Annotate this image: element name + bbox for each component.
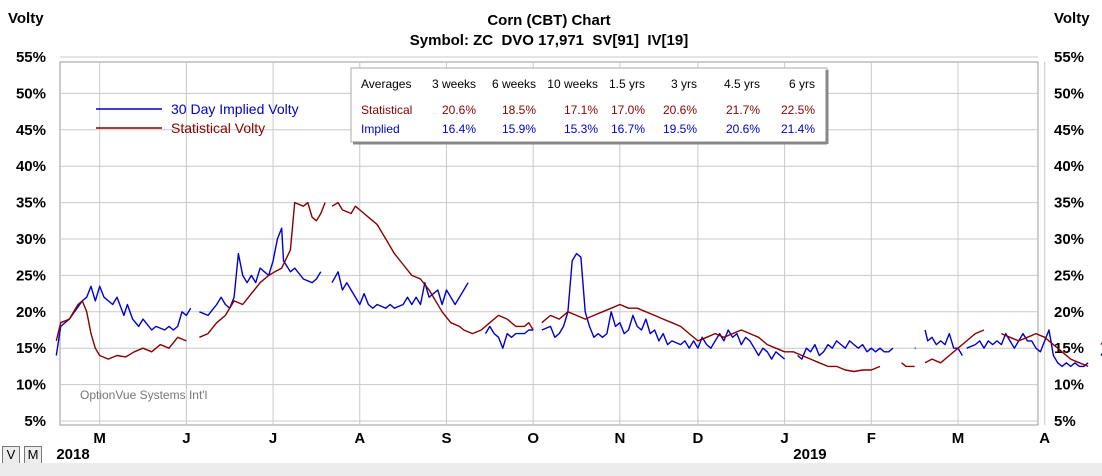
y-tick-label-right: 40% [1054,158,1084,175]
table-cell: 16.4% [442,122,476,136]
x-tick-label: S [441,430,451,447]
view-m-button[interactable]: M [24,446,42,464]
table-header: 10 weeks [547,77,598,91]
series-segment [924,329,985,364]
y-tick-label-left: 5% [24,413,46,430]
averages-table: Averages 3 weeks 6 weeks 10 weeks 1.5 yrs 3 y… [350,67,829,145]
y-tick-label-right: 35% [1054,195,1084,212]
series-segment [199,201,326,338]
x-tick-label: D [692,430,703,447]
y-tick-label-left: 55% [16,49,46,66]
series-segment [797,340,894,360]
table-cell: 16.7% [611,122,645,136]
x-tick-label: J [780,430,788,447]
x-tick-label: A [1039,430,1050,447]
series-segment [901,362,915,368]
table-cell: 20.6% [663,103,697,117]
series-segment [331,271,469,309]
series-segment [966,329,1089,368]
y-tick-labels: 55% 55% 50% 50% 45% 45% 40% 40% 35% 35% 30% 30% 25% 2… [16,49,1084,430]
table-cell: 15.9% [502,122,536,136]
y-tick-label-right: 20% [1054,304,1084,321]
table-cell: 15.3% [564,122,598,136]
table-header: 3 yrs [671,77,697,91]
table-cell: 22.5% [781,103,815,117]
y-tick-label-right: 5% [1054,413,1076,430]
series-segment [484,325,534,349]
table-header: 6 weeks [492,77,536,91]
table-cell: 18.5% [502,103,536,117]
table-cell: 21.7% [726,103,760,117]
y-tick-label-left: 15% [16,340,46,357]
series-layer [55,201,1102,373]
series-segment [55,285,192,356]
series-segment [541,303,881,373]
y-tick-label-left: 45% [16,122,46,139]
y-tick-label-right: 30% [1054,231,1084,248]
table-row-label: Statistical [361,103,412,117]
y-tick-label-right: 15% [1054,340,1084,357]
series-segment [55,300,187,360]
status-bar [0,463,1102,476]
x-tick-label: A [354,430,365,447]
y-tick-label-left: 25% [16,267,46,284]
x-tick-label: F [867,430,876,447]
x-tick-label: O [527,430,539,447]
view-v-button[interactable]: V [2,446,20,464]
x-tick-label: J [182,430,190,447]
year-label: 2019 [793,446,826,463]
y-tick-label-right: 50% [1054,85,1084,102]
table-cell: 21.4% [781,122,815,136]
y-tick-label-left: 10% [16,377,46,394]
table-cell: 17.1% [564,103,598,117]
x-tick-label: J [269,430,277,447]
series-statistical-volty [55,201,1102,373]
x-tick-label: M [952,430,965,447]
legend: 30 Day Implied Volty Statistical Volty [96,101,299,136]
series-segment [199,227,322,317]
x-tick-label: N [614,430,625,447]
legend-label: Statistical Volty [171,120,265,136]
chart-title: Corn (CBT) Chart [487,12,610,29]
x-tick-labels: M J J A S O N D J F M A 2018 2019 [56,430,1050,463]
watermark: OptionVue Systems Int'l [80,388,207,402]
table-cell: 19.5% [663,122,697,136]
series-segment [924,329,963,356]
table-cell: 20.6% [726,122,760,136]
legend-label: 30 Day Implied Volty [171,101,299,117]
series-segment [331,201,534,335]
y-axis-label-left: Volty [8,10,44,27]
table-cell: 20.6% [442,103,476,117]
y-tick-label-left: 35% [16,195,46,212]
table-row-label: Implied [361,122,400,136]
y-tick-label-right: 25% [1054,267,1084,284]
table-header: 4.5 yrs [724,77,760,91]
table-header: 1.5 yrs [609,77,645,91]
y-tick-label-left: 30% [16,231,46,248]
year-label: 2018 [56,446,89,463]
table-header: 3 weeks [432,77,476,91]
y-tick-label-right: 45% [1054,122,1084,139]
volatility-chart: Corn (CBT) Chart Symbol: ZC DVO 17,971 S… [8,10,1102,463]
y-tick-label-right: 10% [1054,377,1084,394]
y-tick-label-left: 50% [16,85,46,102]
series-segment [541,252,786,360]
table-cell: 17.0% [611,103,645,117]
y-tick-label-left: 40% [16,158,46,175]
y-tick-label-right: 55% [1054,49,1084,66]
chart-subtitle: Symbol: ZC DVO 17,971 SV[91] IV[19] [410,32,688,49]
series-segment [1001,332,1089,368]
y-tick-label-left: 20% [16,304,46,321]
x-tick-label: M [93,430,106,447]
table-header: Averages [361,77,411,91]
table-header: 6 yrs [789,77,815,91]
y-axis-label-right: Volty [1054,10,1090,27]
series-30-day-implied-volty [55,227,1102,368]
